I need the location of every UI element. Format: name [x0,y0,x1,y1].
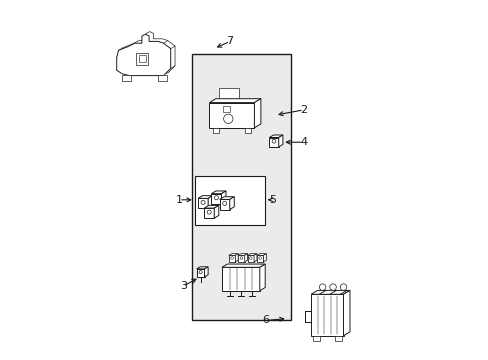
Circle shape [319,284,325,290]
Polygon shape [269,138,278,147]
Circle shape [329,284,336,290]
Bar [312,336,320,341]
Polygon shape [235,254,238,262]
Polygon shape [256,256,263,262]
Polygon shape [256,254,266,256]
Polygon shape [228,256,235,262]
Polygon shape [222,267,259,291]
Polygon shape [247,256,254,262]
Circle shape [340,284,346,290]
Polygon shape [196,269,204,277]
Polygon shape [254,99,260,128]
Polygon shape [259,264,264,291]
Polygon shape [209,103,254,128]
Bar [212,128,218,133]
Bar [158,75,167,81]
Bar [192,54,291,320]
Polygon shape [211,194,221,204]
Bar [219,88,239,99]
Text: 2: 2 [300,105,307,115]
Text: 5: 5 [268,195,276,205]
Text: 4: 4 [300,137,307,147]
Text: 3: 3 [180,281,186,291]
Polygon shape [198,198,208,208]
Polygon shape [244,254,247,262]
Polygon shape [219,199,229,210]
Bar [334,336,341,341]
Polygon shape [263,254,266,262]
Polygon shape [238,256,244,262]
Polygon shape [343,291,349,336]
Bar [194,176,264,225]
Polygon shape [247,254,256,256]
Polygon shape [229,197,234,210]
Bar [223,106,230,112]
Polygon shape [204,208,214,218]
Polygon shape [221,191,225,204]
Polygon shape [269,135,283,138]
Bar [136,53,148,65]
Text: 6: 6 [262,315,269,325]
Bar [139,55,145,62]
Polygon shape [117,34,170,76]
Polygon shape [204,205,218,208]
Text: 7: 7 [226,36,233,46]
Polygon shape [209,99,260,103]
Polygon shape [198,195,212,198]
Bar [122,75,131,81]
Polygon shape [278,135,283,147]
Polygon shape [121,32,175,73]
Polygon shape [238,254,247,256]
Polygon shape [228,254,238,256]
Polygon shape [219,197,234,199]
Polygon shape [310,291,349,294]
Polygon shape [211,191,225,194]
Polygon shape [196,267,208,269]
Polygon shape [222,264,264,267]
Polygon shape [208,195,212,208]
Text: 1: 1 [175,195,182,205]
Polygon shape [310,294,343,336]
Polygon shape [214,205,218,218]
Polygon shape [254,254,256,262]
Polygon shape [204,267,208,277]
Bar [244,128,250,133]
